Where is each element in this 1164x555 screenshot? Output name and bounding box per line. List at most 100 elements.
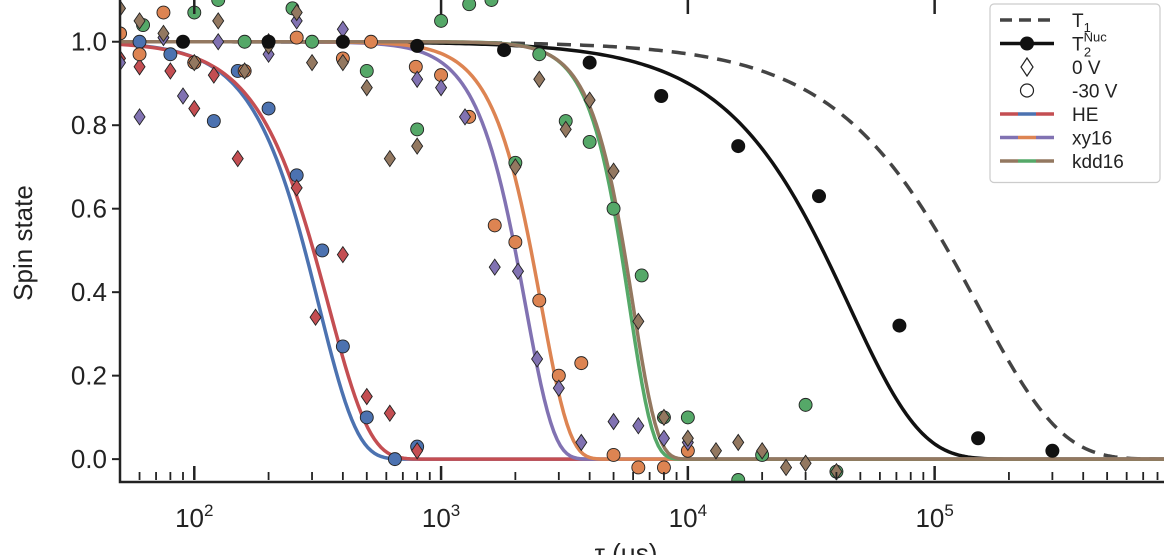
point-kdd16-circle-12 [532,47,547,62]
point-xy16-circle-13 [532,293,547,308]
point-xy16-diamond-9 [435,78,448,97]
legend-label-3: -30 V [1072,82,1118,103]
point-kdd16-circle-9 [462,0,477,12]
x-tick-label-2: 104 [669,501,707,533]
point-kdd16-diamond-16 [583,91,596,109]
point-kdd16-circle-6 [359,64,374,78]
point-kdd16-diamond-3 [188,53,201,72]
point-xy16-diamond-8 [411,70,424,89]
point-t2nuc-filled-circle-7 [731,139,746,154]
point-he-circle-2 [163,47,178,62]
legend-entry-1: TNuc 2 [1000,30,1107,60]
point-xy16-circle-0 [120,26,127,41]
point-kdd16-diamond-5 [238,62,251,80]
point-kdd16-circle-8 [434,13,449,28]
point-t2nuc-filled-circle-11 [1045,443,1060,458]
point-xy16-circle-2 [156,5,171,20]
point-kdd16-diamond-17 [607,162,620,180]
point-he-diamond-1 [133,57,146,76]
y-axis-label: Spin state [8,185,38,301]
legend-entry-6: kdd16 [1000,152,1124,173]
point-t2nuc-filled-circle-10 [971,431,986,446]
point-t2nuc-filled-circle-2 [335,34,350,49]
point-xy16-circle-11 [487,218,502,233]
point-he-diamond-4 [207,66,220,84]
point-t2nuc-filled-circle-4 [497,43,512,58]
y-axis-ticks: 0.0 0.2 0.4 0.6 0.8 1.0 [71,27,120,474]
point-kdd16-circle-18 [680,410,695,425]
point-xy16-circle-5 [289,30,304,45]
point-kdd16-circle-19 [731,473,746,482]
legend-label-4: HE [1072,105,1098,126]
point-xy16-diamond-4 [212,32,225,51]
y-tick-label-2: 0.4 [71,277,107,307]
point-kdd16-diamond-12 [411,137,424,155]
point-t2nuc-filled-circle-1 [261,34,276,49]
point-he-diamond-10 [360,387,373,406]
point-he-circle-1 [132,34,147,49]
point-kdd16-circle-16 [634,268,649,283]
point-t2nuc-filled-circle-0 [175,34,190,49]
point-kdd16-circle-21 [798,397,813,412]
point-xy16-diamond-1 [133,108,146,126]
point-kdd16-diamond-18 [632,312,645,331]
point-he-circle-11 [387,452,402,467]
legend-entry-5: xy16 [1000,129,1112,150]
point-kdd16-circle-2 [211,0,226,7]
point-xy16-diamond-12 [511,262,525,281]
point-he-diamond-2 [164,62,177,80]
point-he-diamond-8 [309,308,322,327]
legend-label-0: T1 [1072,11,1091,35]
x-tick-label-3: 105 [915,501,953,533]
point-kdd16-diamond-14 [533,70,546,89]
point-xy16-diamond-14 [552,379,565,397]
point-kdd16-circle-15 [606,201,621,216]
point-kdd16-diamond-13 [509,158,522,176]
point-kdd16-circle-10 [484,0,499,7]
point-he-circle-8 [315,243,330,258]
point-xy16-diamond-0 [120,53,127,72]
legend-label-1: TNuc 2 [1072,30,1107,60]
x-axis-ticks: 102 103 104 105 [119,0,1159,533]
point-kdd16-diamond-20 [681,429,694,448]
point-xy16-diamond-13 [531,350,544,368]
point-xy16-circle-17 [631,460,646,475]
point-xy16-circle-12 [508,235,523,250]
y-tick-label-4: 0.8 [71,110,107,140]
legend-label-5: xy16 [1072,129,1112,150]
point-xy16-circle-8 [408,59,423,74]
legend-label-2: 0 V [1072,58,1101,79]
x-tick-label-1: 103 [422,501,460,533]
point-he-circle-9 [335,339,350,354]
point-kdd16-circle-3 [237,34,252,49]
point-he-circle-4 [206,114,221,128]
point-t2nuc-filled-circle-5 [582,55,597,70]
point-t2nuc-filled-circle-3 [410,38,425,53]
point-xy16-diamond-16 [607,412,620,431]
point-t2nuc-filled-circle-6 [654,89,669,103]
point-xy16-diamond-17 [632,416,645,435]
x-tick-label-0: 102 [175,501,213,533]
point-xy16-diamond-10 [458,108,472,126]
point-xy16-diamond-18 [657,429,670,448]
point-kdd16-diamond-23 [756,441,769,460]
point-kdd16-diamond-11 [383,149,396,168]
point-he-diamond-3 [188,99,201,118]
point-xy16-diamond-3 [176,87,190,105]
point-he-diamond-7 [290,179,303,197]
point-he-circle-10 [359,410,374,425]
fit-curves [120,39,1164,461]
legend-swatch-diamond [1020,56,1034,78]
point-kdd16-diamond-7 [290,3,303,22]
point-xy16-diamond-11 [488,258,501,276]
point-xy16-circle-1 [132,47,147,62]
point-kdd16-diamond-9 [336,53,349,72]
y-tick-label-0: 0.0 [71,444,107,474]
y-tick-label-1: 0.2 [71,361,107,391]
point-kdd16-diamond-8 [305,53,319,72]
legend-entry-3: -30 V [1019,82,1118,103]
legend-entry-2: 0 V [1020,56,1101,79]
point-kdd16-diamond-10 [360,78,373,97]
